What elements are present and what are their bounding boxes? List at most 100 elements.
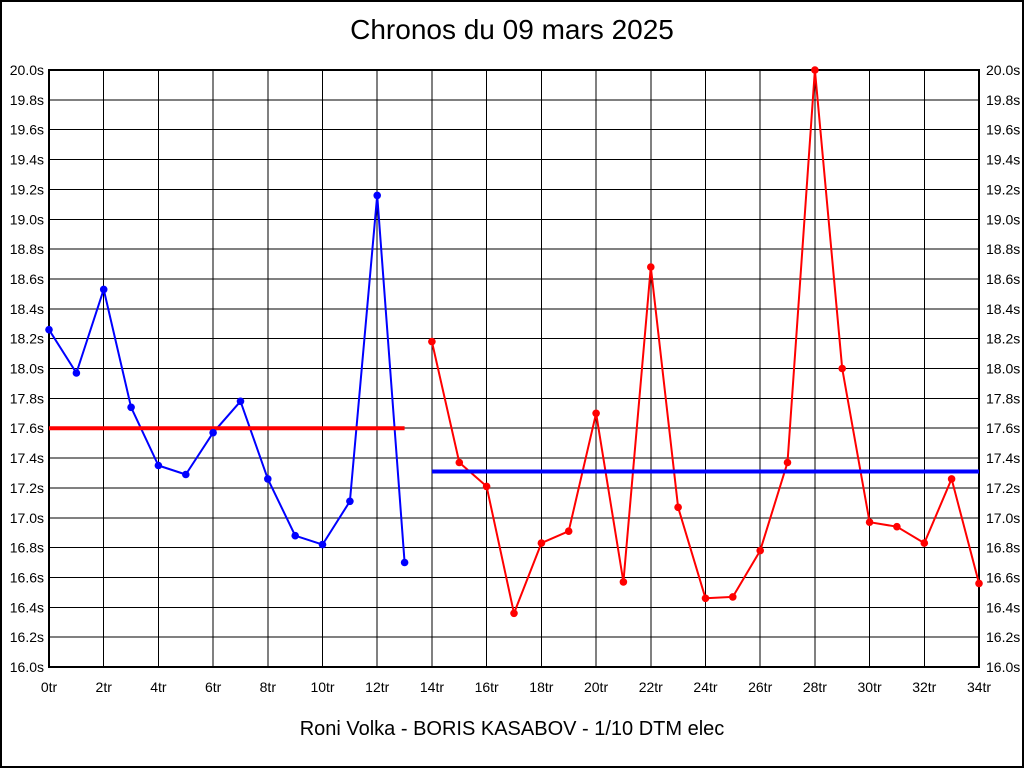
x-tick-label: 24tr: [693, 679, 717, 695]
y-tick-label-right: 17.0s: [986, 510, 1020, 526]
y-tick-label-right: 18.6s: [986, 271, 1020, 287]
y-tick-label-left: 16.8s: [10, 540, 44, 556]
y-tick-label-left: 18.0s: [10, 361, 44, 377]
x-tick-label: 8tr: [260, 679, 277, 695]
y-tick-label-left: 17.6s: [10, 420, 44, 436]
red-laps-point: [920, 539, 929, 547]
y-tick-label-left: 20.0s: [10, 62, 44, 78]
y-tick-label-right: 19.4s: [986, 152, 1020, 168]
y-tick-label-right: 19.2s: [986, 181, 1020, 197]
y-tick-label-right: 17.4s: [986, 450, 1020, 466]
x-tick-label: 12tr: [365, 679, 389, 695]
x-tick-label: 18tr: [529, 679, 553, 695]
y-tick-label-left: 18.6s: [10, 271, 44, 287]
y-tick-label-left: 19.4s: [10, 152, 44, 168]
blue-laps-point: [182, 470, 190, 479]
y-tick-label-left: 17.2s: [10, 480, 44, 496]
y-tick-label-left: 19.2s: [10, 181, 44, 197]
chart-title: Chronos du 09 mars 2025: [350, 14, 674, 45]
y-tick-label-right: 16.6s: [986, 569, 1020, 585]
red-laps-point: [674, 503, 682, 512]
red-laps-point: [482, 482, 491, 491]
y-tick-label-right: 16.2s: [986, 629, 1020, 645]
red-laps-point: [729, 593, 737, 601]
red-laps-point: [947, 475, 956, 483]
red-laps-point: [592, 409, 600, 418]
blue-laps-point: [400, 558, 409, 567]
x-tick-label: 2tr: [96, 679, 113, 695]
blue-laps-point: [99, 285, 108, 294]
y-tick-label-right: 16.4s: [986, 599, 1020, 615]
x-tick-label: 10tr: [310, 679, 334, 695]
y-tick-label-left: 18.8s: [10, 241, 44, 257]
y-tick-label-right: 16.8s: [986, 540, 1020, 556]
red-laps-point: [455, 458, 464, 467]
red-laps-point: [811, 66, 819, 74]
x-tick-label: 16tr: [475, 679, 499, 695]
y-tick-label-left: 17.8s: [10, 390, 44, 406]
blue-laps-point: [154, 461, 163, 470]
red-laps-point: [838, 364, 846, 373]
y-tick-label-right: 18.8s: [986, 241, 1020, 257]
y-tick-label-right: 17.8s: [986, 390, 1020, 406]
chart-footer-drivers: Roni Volka - BORIS KASABOV - 1/10 DTM el…: [299, 718, 725, 740]
x-tick-label: 20tr: [584, 679, 608, 695]
red-laps-point: [756, 546, 764, 555]
red-laps-point: [783, 458, 792, 467]
blue-laps-point: [346, 497, 354, 506]
y-tick-label-left: 17.0s: [10, 510, 44, 526]
blue-laps-point: [318, 540, 327, 549]
y-tick-label-right: 19.0s: [986, 211, 1020, 227]
blue-laps-point: [72, 369, 81, 377]
red-laps-point: [893, 522, 901, 531]
red-laps-point: [510, 609, 518, 618]
x-tick-label: 6tr: [205, 679, 222, 695]
x-tick-label: 32tr: [912, 679, 936, 695]
y-tick-label-left: 19.0s: [10, 211, 44, 227]
y-tick-label-right: 17.2s: [986, 480, 1020, 496]
blue-laps-point: [264, 475, 272, 483]
y-tick-label-right: 18.4s: [986, 301, 1020, 317]
y-tick-label-left: 16.2s: [10, 629, 44, 645]
x-tick-label: 34tr: [967, 679, 991, 695]
red-laps-point: [647, 263, 655, 271]
y-tick-label-left: 19.6s: [10, 122, 44, 138]
y-tick-label-left: 16.4s: [10, 599, 44, 615]
y-tick-label-right: 17.6s: [986, 420, 1020, 436]
x-tick-label: 4tr: [150, 679, 167, 695]
red-laps-point: [537, 539, 546, 547]
y-tick-label-right: 16.0s: [986, 659, 1020, 675]
x-tick-label: 30tr: [858, 679, 882, 695]
y-tick-label-left: 19.8s: [10, 92, 44, 108]
y-tick-label-right: 18.2s: [986, 331, 1020, 347]
y-tick-label-right: 19.8s: [986, 92, 1020, 108]
x-tick-label: 14tr: [420, 679, 444, 695]
y-tick-label-left: 16.0s: [10, 659, 44, 675]
red-laps-point: [428, 337, 436, 346]
red-laps-point: [564, 527, 573, 535]
y-tick-label-left: 16.6s: [10, 569, 44, 585]
red-laps-point: [701, 594, 710, 603]
y-tick-label-right: 18.0s: [986, 361, 1020, 377]
x-tick-label: 26tr: [748, 679, 772, 695]
plot-border: [48, 69, 980, 668]
y-tick-label-left: 18.4s: [10, 301, 44, 317]
blue-laps-line: [48, 194, 406, 563]
y-tick-label-left: 17.4s: [10, 450, 44, 466]
x-tick-label: 22tr: [639, 679, 663, 695]
y-tick-label-left: 18.2s: [10, 331, 44, 347]
x-tick-label: 28tr: [803, 679, 827, 695]
blue-laps-point: [236, 397, 245, 406]
red-laps-point: [619, 578, 628, 586]
blue-laps-point: [209, 428, 217, 437]
blue-laps-point: [45, 325, 53, 334]
x-tick-label: 0tr: [41, 679, 58, 695]
y-tick-label-right: 19.6s: [986, 122, 1020, 138]
red-laps-point: [865, 518, 874, 526]
y-tick-label-right: 20.0s: [986, 62, 1020, 78]
red-laps-point: [975, 579, 983, 588]
blue-laps-point: [127, 403, 135, 412]
blue-laps-point: [373, 191, 382, 200]
